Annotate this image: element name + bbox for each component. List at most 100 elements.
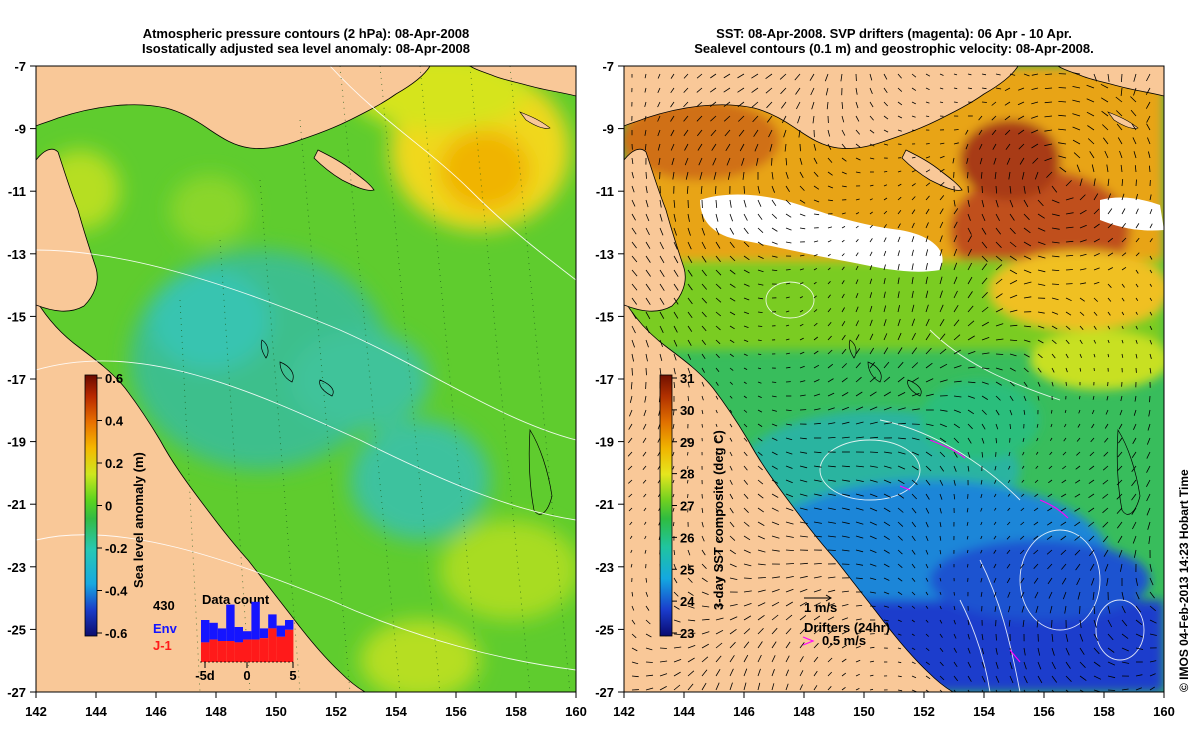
velocity-arrow (939, 437, 947, 443)
velocity-arrow (715, 655, 722, 663)
velocity-arrow (785, 296, 790, 299)
velocity-arrow (757, 682, 761, 691)
velocity-arrow (1021, 479, 1025, 483)
velocity-arrow (869, 688, 874, 691)
velocity-arrow (1149, 577, 1154, 586)
velocity-arrow (799, 157, 803, 165)
velocity-arrow (701, 423, 703, 428)
velocity-arrow (1008, 171, 1011, 180)
velocity-arrow (1031, 87, 1039, 90)
velocity-arrow (673, 563, 677, 570)
velocity-arrow (1107, 633, 1114, 641)
sst-y-tick-label: -23 (595, 560, 614, 575)
velocity-arrow (743, 682, 747, 691)
velocity-arrow (1147, 423, 1151, 431)
velocity-arrow (1009, 255, 1017, 261)
velocity-arrow (855, 292, 859, 299)
velocity-arrow (897, 549, 903, 555)
velocity-arrow (911, 115, 916, 118)
velocity-arrow (645, 185, 648, 194)
velocity-arrow (729, 423, 733, 428)
velocity-arrow (785, 641, 791, 649)
velocity-arrow (1093, 311, 1098, 316)
velocity-arrow (799, 365, 805, 369)
velocity-arrow (1135, 353, 1138, 359)
velocity-arrow (1060, 535, 1067, 541)
velocity-arrow (643, 493, 647, 498)
velocity-arrow (715, 507, 719, 514)
velocity-arrow (981, 87, 987, 90)
velocity-arrow (771, 683, 775, 691)
velocity-arrow (827, 686, 832, 691)
velocity-arrow (813, 393, 821, 397)
velocity-arrow (715, 629, 724, 635)
velocity-arrow (869, 198, 873, 201)
velocity-arrow (980, 493, 983, 499)
velocity-arrow (1035, 451, 1039, 455)
velocity-arrow (911, 661, 916, 665)
velocity-arrow (1009, 294, 1018, 299)
velocity-arrow (1121, 237, 1127, 243)
velocity-arrow (1107, 193, 1112, 201)
velocity-arrow (841, 392, 849, 397)
velocity-arrow (673, 684, 681, 691)
velocity-arrow (1107, 252, 1114, 257)
velocity-arrow (1051, 409, 1053, 414)
velocity-arrow (743, 590, 752, 593)
velocity-arrow (757, 213, 763, 220)
velocity-arrow (939, 549, 942, 555)
velocity-arrow (687, 255, 693, 263)
velocity-arrow (757, 437, 763, 442)
velocity-arrow (994, 465, 997, 471)
velocity-arrow (743, 409, 748, 413)
velocity-arrow (631, 269, 638, 277)
velocity-arrow (911, 347, 918, 355)
sst-title-line-1: SST: 08-Apr-2008. SVP drifters (magenta)… (716, 26, 1072, 41)
velocity-arrow (715, 409, 718, 414)
velocity-arrow (827, 253, 831, 257)
velocity-arrow (729, 353, 734, 358)
velocity-arrow (696, 115, 703, 122)
velocity-arrow (1079, 395, 1081, 400)
velocity-arrow (683, 87, 689, 93)
velocity-arrow (911, 87, 917, 91)
velocity-arrow (995, 437, 997, 444)
sla-y-tick-label: -15 (7, 309, 26, 324)
velocity-arrow (1149, 633, 1157, 636)
velocity-arrow (1149, 238, 1153, 243)
velocity-arrow (855, 334, 860, 341)
velocity-arrow (869, 674, 874, 677)
velocity-arrow (645, 269, 651, 277)
velocity-arrow (771, 199, 777, 207)
sla-x-tick-label: 156 (445, 704, 467, 719)
velocity-arrow (995, 633, 997, 641)
velocity-arrow (1009, 199, 1014, 208)
velocity-arrow (1060, 507, 1067, 512)
velocity-arrow (673, 577, 678, 584)
velocity-arrow (995, 661, 999, 669)
velocity-arrow (701, 656, 709, 663)
velocity-arrow (980, 563, 983, 568)
velocity-arrow (939, 235, 943, 243)
velocity-arrow (827, 226, 833, 229)
velocity-arrow (631, 619, 636, 625)
velocity-arrow (883, 250, 887, 257)
inset-j1-label: J-1 (153, 638, 172, 653)
velocity-arrow (1072, 139, 1081, 145)
velocity-arrow (1009, 395, 1014, 402)
velocity-arrow (995, 199, 999, 208)
velocity-arrow (813, 493, 822, 497)
velocity-arrow (1135, 339, 1138, 344)
velocity-arrow (757, 227, 764, 233)
velocity-arrow (897, 605, 903, 609)
velocity-arrow (883, 521, 891, 527)
velocity-arrow (1065, 661, 1071, 669)
velocity-arrow (785, 628, 792, 635)
velocity-arrow (1131, 479, 1137, 487)
velocity-arrow (771, 395, 777, 398)
velocity-arrow (925, 479, 931, 486)
sst-y-tick-label: -27 (595, 685, 614, 700)
velocity-arrow (1051, 227, 1060, 230)
velocity-arrow (1135, 179, 1137, 187)
velocity-arrow (1062, 465, 1067, 470)
